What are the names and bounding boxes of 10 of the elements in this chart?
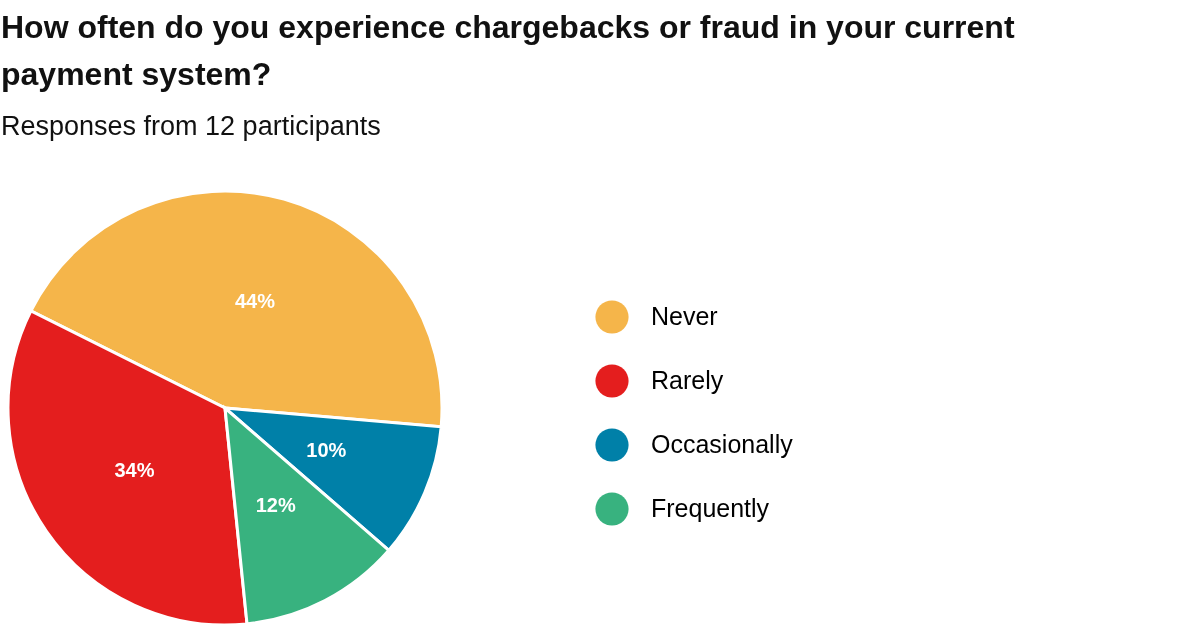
data-label: 10% (306, 438, 347, 461)
legend-label: Never (651, 302, 718, 330)
data-label: 44% (234, 290, 276, 313)
data-label: 12% (255, 493, 296, 516)
chart-subtitle: Responses from 12 participants (1, 111, 381, 141)
data-label: 34% (114, 458, 155, 481)
legend-label: Occasionally (651, 430, 794, 458)
legend-label: Frequently (651, 494, 770, 522)
chart-title: How often do you experience chargebacks or fraud in your current payment system? (1, 9, 1015, 92)
legend-label: Rarely (651, 366, 724, 394)
